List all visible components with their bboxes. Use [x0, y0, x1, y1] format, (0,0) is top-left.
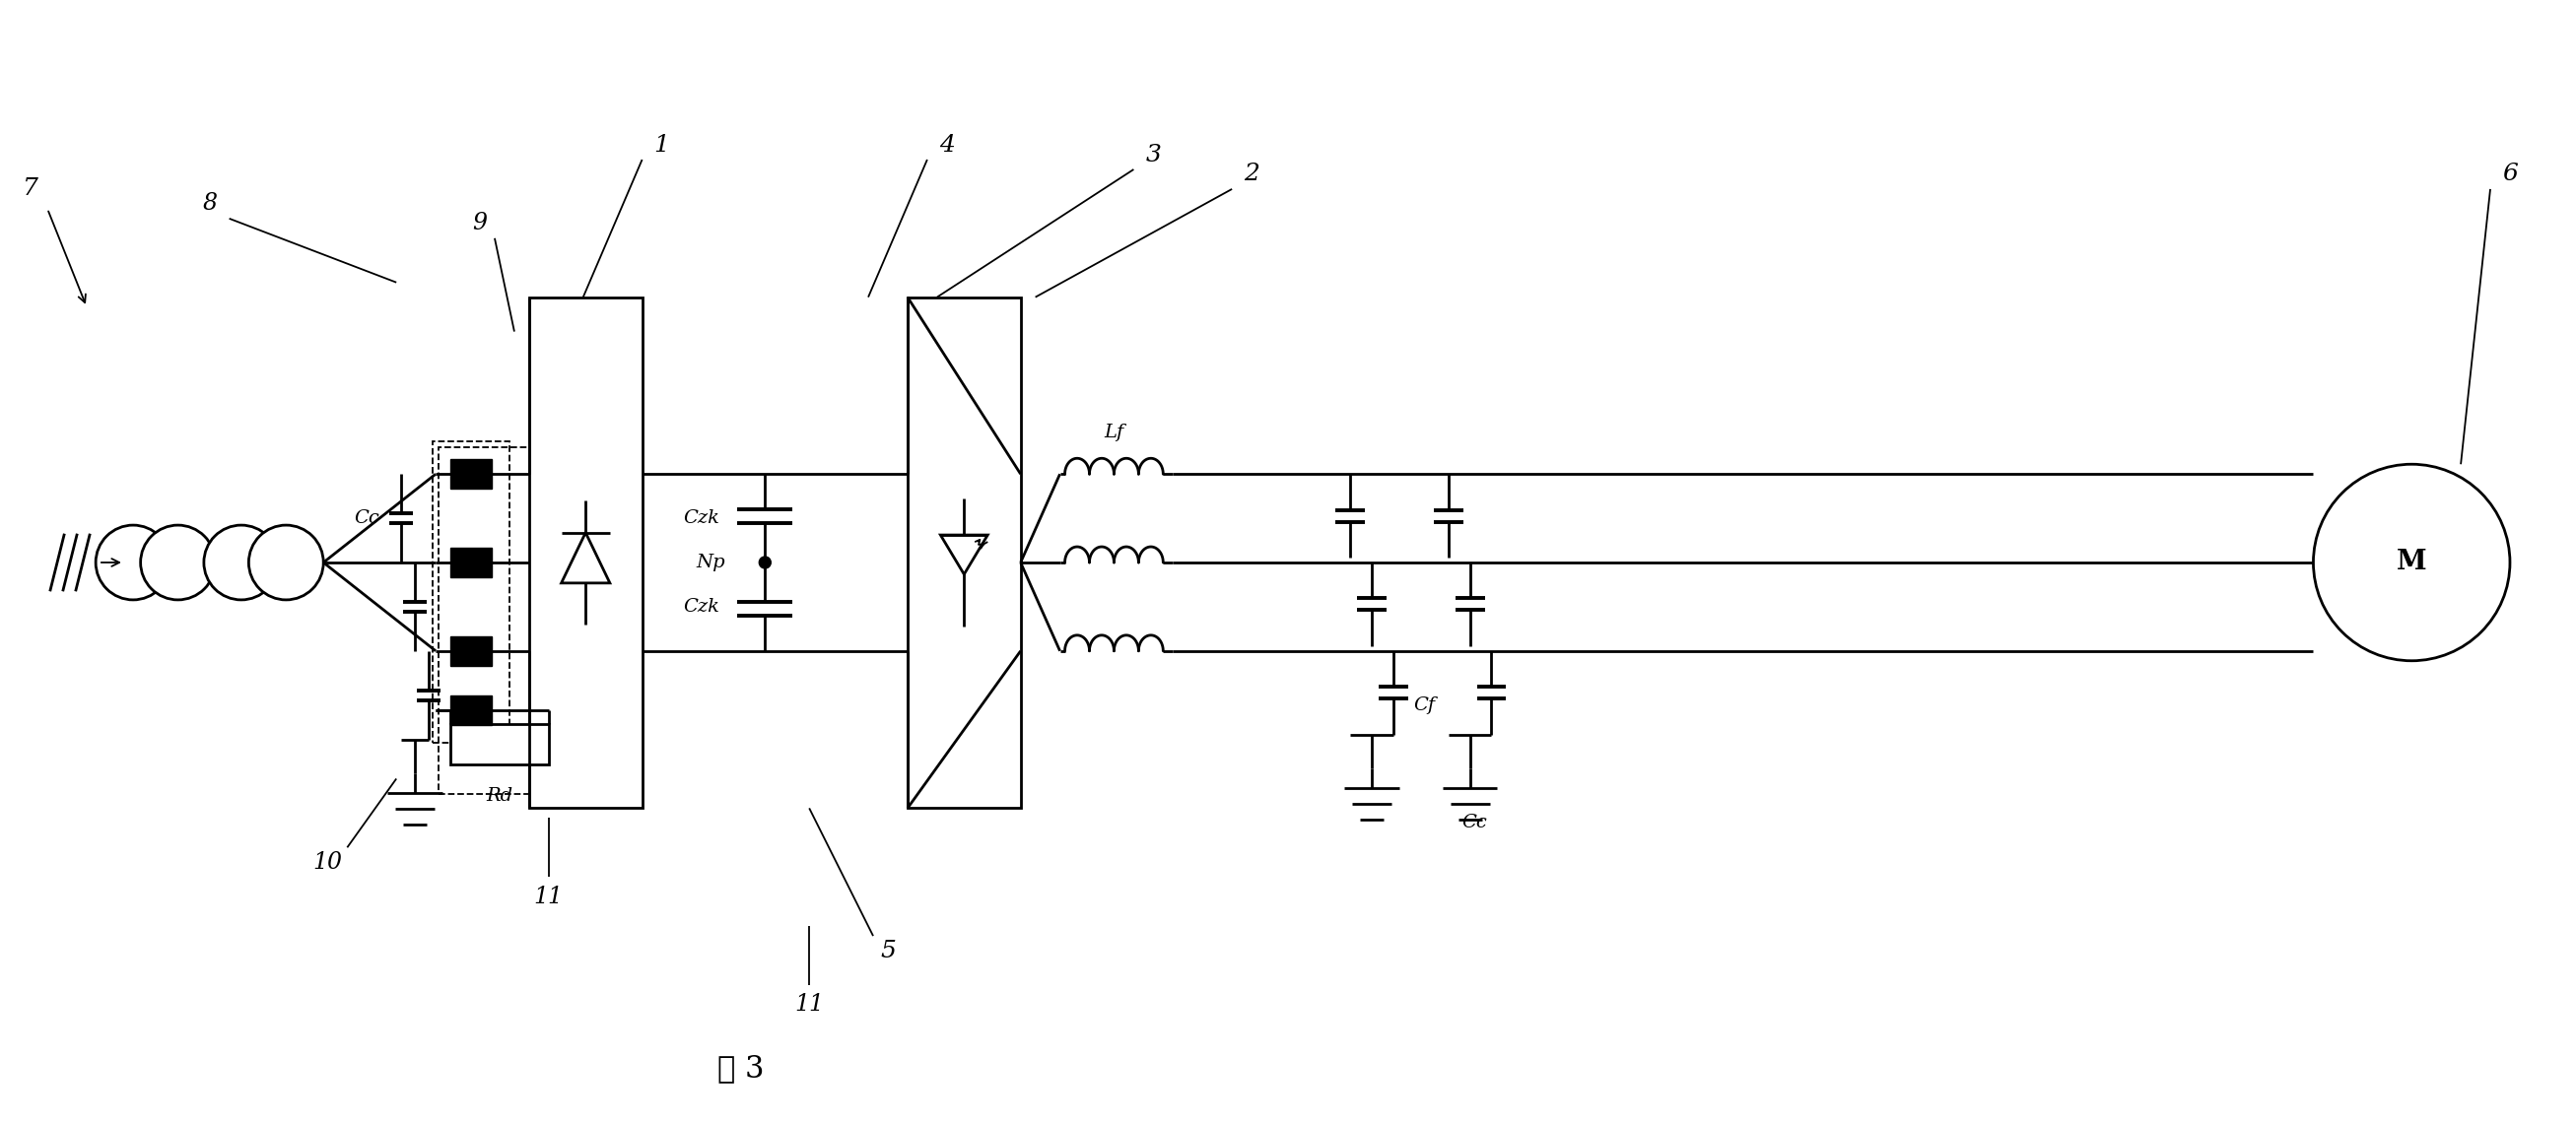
Text: 图 3: 图 3	[716, 1053, 765, 1084]
Text: Rd: Rd	[487, 788, 513, 805]
Text: 2: 2	[1244, 163, 1260, 185]
Bar	[451, 460, 492, 489]
Bar	[433, 442, 510, 742]
Bar	[907, 297, 1020, 808]
Bar	[451, 547, 492, 578]
Text: 11: 11	[533, 886, 564, 908]
Text: 3: 3	[1146, 144, 1162, 166]
Circle shape	[2313, 464, 2509, 661]
Text: 7: 7	[23, 178, 39, 200]
Text: 8: 8	[201, 192, 216, 215]
Bar	[528, 297, 641, 808]
Text: Np: Np	[696, 554, 726, 571]
Bar	[438, 447, 564, 795]
Text: 9: 9	[471, 212, 487, 235]
Text: 1: 1	[654, 134, 670, 156]
Text: Cc: Cc	[353, 509, 379, 527]
Text: Cc: Cc	[1463, 814, 1486, 832]
Bar	[451, 636, 492, 665]
Text: M: M	[2396, 550, 2427, 575]
Circle shape	[204, 525, 278, 600]
Circle shape	[250, 525, 325, 600]
Text: Czk: Czk	[683, 509, 719, 527]
Text: 5: 5	[881, 940, 896, 962]
Polygon shape	[940, 535, 987, 574]
Circle shape	[760, 556, 770, 569]
Text: 10: 10	[312, 851, 343, 873]
Polygon shape	[562, 533, 611, 583]
Bar	[451, 695, 492, 725]
Text: Cf: Cf	[1414, 696, 1435, 714]
Text: 6: 6	[2501, 163, 2517, 185]
Circle shape	[95, 525, 170, 600]
Bar	[451, 724, 549, 765]
Text: 11: 11	[793, 994, 824, 1016]
Text: Lf: Lf	[1105, 424, 1123, 442]
Text: Czk: Czk	[683, 598, 719, 616]
Circle shape	[142, 525, 216, 600]
Text: 4: 4	[940, 134, 956, 156]
